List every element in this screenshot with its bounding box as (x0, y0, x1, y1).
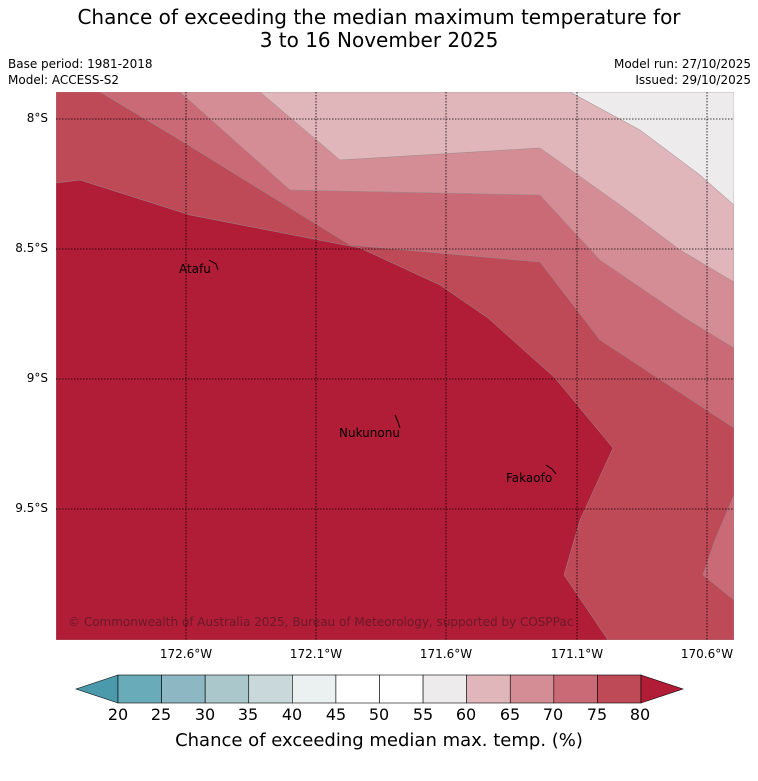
colorbar-cell (597, 674, 642, 704)
colorbar-cell (292, 674, 337, 704)
lon-label-170-6: 170.6°W (680, 647, 734, 661)
place-label-nukunonu: Nukunonu (339, 426, 400, 440)
lat-label-8-5: 8.5°S (15, 241, 48, 255)
contour-80-plus (56, 179, 614, 640)
issued-date: Issued: 29/10/2025 (635, 73, 751, 87)
title-line-1: Chance of exceeding the median maximum t… (77, 5, 681, 29)
colorbar-tick-60: 60 (455, 705, 477, 724)
lon-label-172-6: 172.6°W (159, 647, 213, 661)
atoll-fakaofo (545, 464, 557, 475)
probability-contours (56, 92, 734, 640)
contour-70-75-patch (702, 494, 734, 601)
base-period: Base period: 1981-2018 (8, 57, 153, 71)
lat-label-9: 9°S (26, 371, 48, 385)
colorbar-cell (509, 674, 555, 704)
lon-label-171-6: 171.6°W (419, 647, 473, 661)
colorbar-high-arrow (640, 674, 684, 704)
lon-label-172-1: 172.1°W (289, 647, 343, 661)
atoll-nukunonu (394, 414, 401, 429)
colorbar-tick-55: 55 (412, 705, 434, 724)
atolls (208, 259, 557, 475)
title-line-2: 3 to 16 November 2025 (259, 28, 499, 52)
colorbar-cell (553, 674, 598, 704)
colorbar-cell (422, 674, 467, 704)
colorbar-tick-20: 20 (107, 705, 129, 724)
colorbar-cell (161, 674, 206, 704)
colorbar-tick-70: 70 (542, 705, 564, 724)
colorbar-cell (466, 674, 511, 704)
colorbar-tick-40: 40 (281, 705, 303, 724)
lat-label-8: 8°S (26, 111, 48, 125)
model-run: Model run: 27/10/2025 (613, 57, 751, 71)
colorbar-tick-45: 45 (325, 705, 347, 724)
atoll-atafu (208, 259, 219, 271)
colorbar-tick-75: 75 (586, 705, 608, 724)
colorbar-cell (248, 674, 293, 704)
place-label-atafu: Atafu (179, 262, 211, 276)
colorbar-tick-80: 80 (629, 705, 651, 724)
copyright-notice: © Commonwealth of Australia 2025, Bureau… (68, 615, 573, 629)
graticule (56, 92, 734, 640)
colorbar-cell (379, 674, 424, 704)
colorbar-cell (335, 674, 380, 704)
colorbar-tick-25: 25 (150, 705, 172, 724)
colorbar-tick-50: 50 (368, 705, 390, 724)
model-name: Model: ACCESS-S2 (8, 73, 120, 87)
place-label-fakaofo: Fakaofo (506, 471, 552, 485)
colorbar-tick-35: 35 (237, 705, 259, 724)
colorbar-cell (204, 674, 250, 704)
colorbar (75, 674, 684, 704)
lon-label-171-1: 171.1°W (550, 647, 604, 661)
colorbar-cell (117, 674, 162, 704)
colorbar-low-arrow (75, 674, 119, 704)
colorbar-tick-30: 30 (194, 705, 216, 724)
lat-label-9-5: 9.5°S (15, 501, 48, 515)
colorbar-title: Chance of exceeding median max. temp. (%… (175, 730, 583, 751)
colorbar-tick-65: 65 (499, 705, 521, 724)
